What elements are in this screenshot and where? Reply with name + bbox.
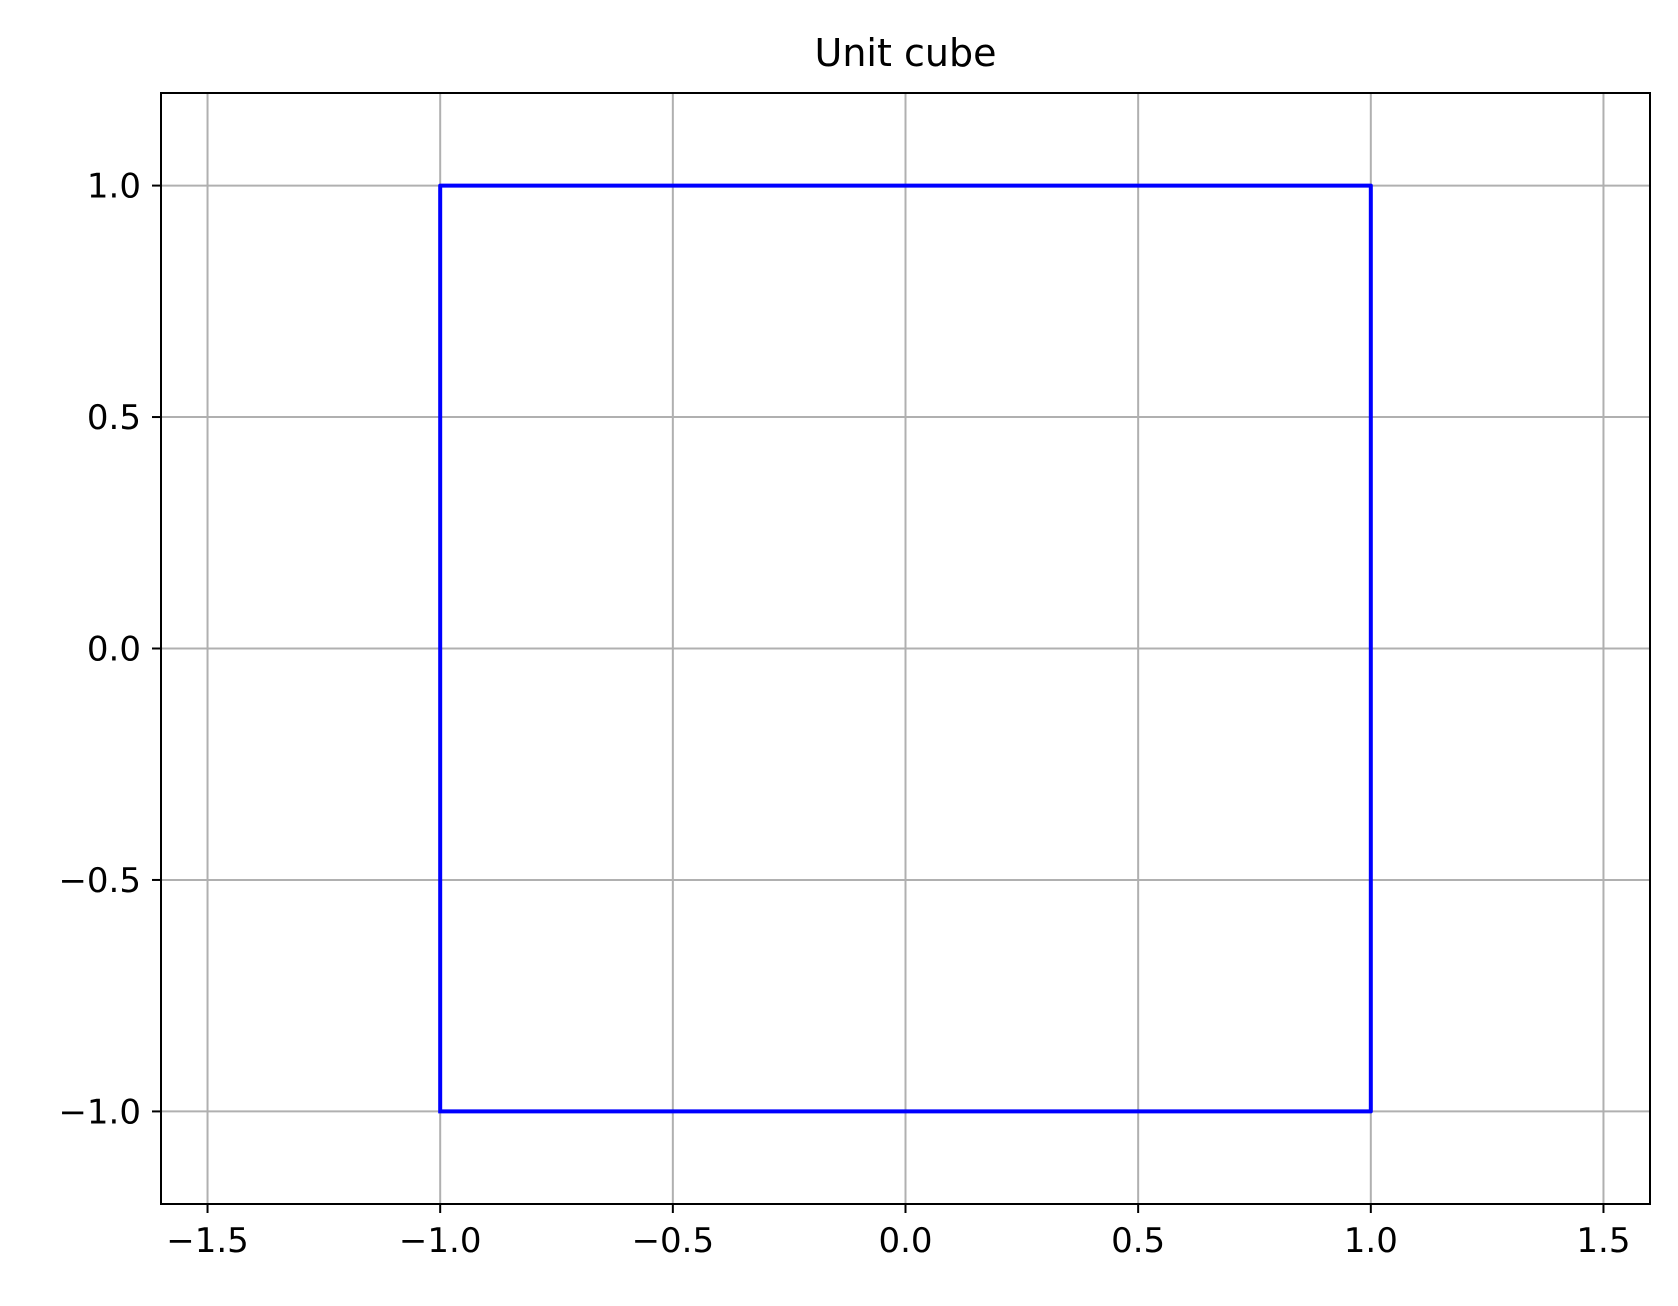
x-tick-label-5: 1.0 [1344,1221,1398,1261]
series-line-0 [438,183,1373,1114]
x-tick-label-6: 1.5 [1576,1221,1630,1261]
y-tick-label-4: 1.0 [87,167,141,207]
y-tick-label-2: 0.0 [87,630,141,670]
x-axis: −1.5 −1.0 −0.5 0.0 0.5 1.0 1.5 [166,1204,1631,1261]
x-tick-label-0: −1.5 [166,1221,249,1261]
x-tick-label-4: 0.5 [1111,1221,1165,1261]
y-axis: −1.0 −0.5 0.0 0.5 1.0 [58,167,161,1132]
y-tick-label-1: −0.5 [58,861,141,901]
x-tick-label-2: −0.5 [632,1221,715,1261]
chart-title: Unit cube [815,31,997,75]
series-layer [438,183,1373,1114]
y-tick-label-0: −1.0 [58,1092,141,1132]
y-tick-label-3: 0.5 [87,398,141,438]
x-tick-label-3: 0.0 [878,1221,932,1261]
x-tick-label-1: −1.0 [399,1221,482,1261]
